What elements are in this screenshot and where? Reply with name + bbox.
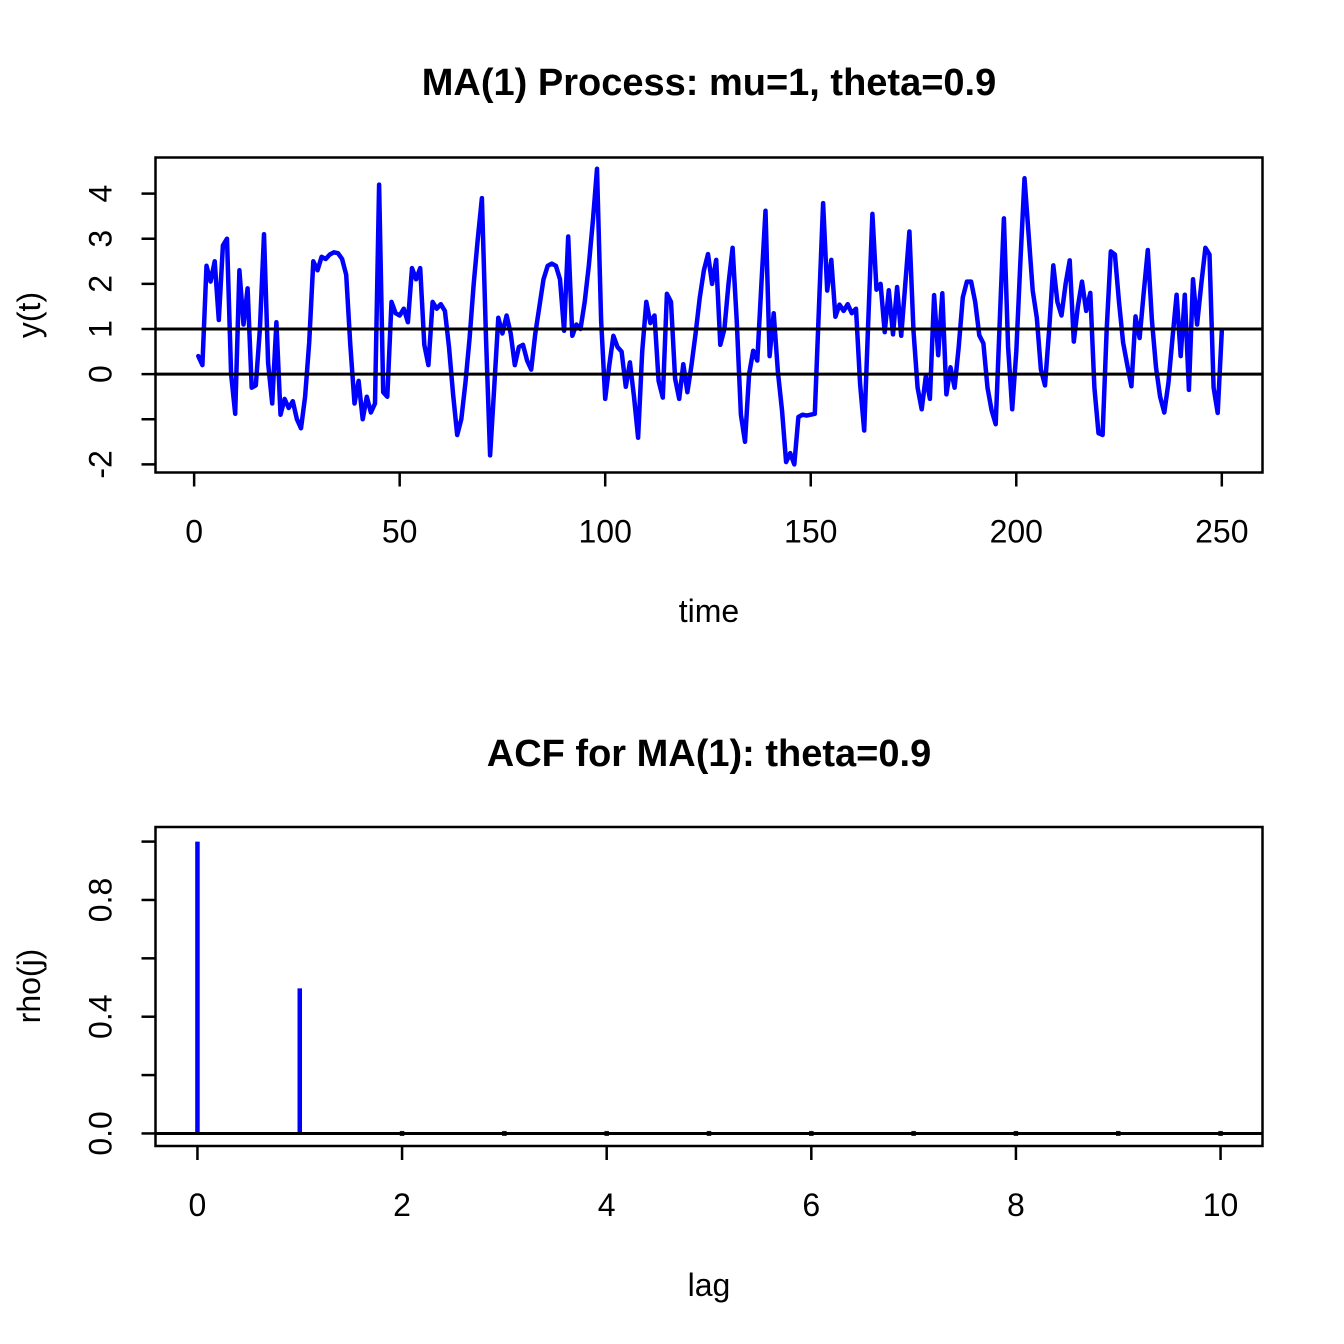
ts-y-axis-label: y(t) <box>11 292 47 338</box>
plot-box <box>154 156 1264 474</box>
x-tick-label: 6 <box>802 1187 820 1223</box>
ma1-series-line <box>196 166 1225 467</box>
y-tick-label: 3 <box>83 230 119 248</box>
acf-x-axis-label: lag <box>688 1267 731 1303</box>
acf-y-axis-label: rho(j) <box>11 949 47 1024</box>
y-tick-label: 4 <box>83 185 119 203</box>
x-tick-label: 4 <box>598 1187 616 1223</box>
y-tick-label: -2 <box>83 450 119 478</box>
y-tick-label: 0.0 <box>83 1111 119 1155</box>
x-tick-label: 100 <box>579 514 632 550</box>
acf-plot-area: 0 2 4 6 8 10 0.0 0.4 0.8 <box>83 825 1264 1223</box>
x-tick-label: 250 <box>1195 514 1248 550</box>
x-tick-label: 0 <box>189 1187 207 1223</box>
y-tick-label: 0.4 <box>83 994 119 1038</box>
x-tick-label: 10 <box>1203 1187 1239 1223</box>
y-tick-label: 2 <box>83 275 119 293</box>
x-tick-label: 0 <box>185 514 203 550</box>
x-tick-label: 200 <box>990 514 1043 550</box>
acf-plot: ACF for MA(1): theta=0.9 lag rho(j) 0 2 4 6… <box>11 733 1264 1303</box>
x-tick-label: 50 <box>382 514 418 550</box>
ma1-process-plot: MA(1) Process: mu=1, theta=0.9 time y(t)… <box>11 62 1264 629</box>
x-tick-label: 2 <box>393 1187 411 1223</box>
x-tick-label: 8 <box>1007 1187 1025 1223</box>
y-tick-label: 1 <box>83 320 119 338</box>
plot-box <box>154 825 1264 1148</box>
acf-plot-title: ACF for MA(1): theta=0.9 <box>487 733 931 775</box>
y-tick-label: 0 <box>83 365 119 383</box>
ts-x-axis-label: time <box>679 593 739 629</box>
ts-plot-area: 0 50 100 150 200 250 -2 0 1 2 3 4 <box>83 156 1264 550</box>
ts-plot-title: MA(1) Process: mu=1, theta=0.9 <box>422 62 996 104</box>
y-tick-label: 0.8 <box>83 878 119 922</box>
x-tick-label: 150 <box>784 514 837 550</box>
